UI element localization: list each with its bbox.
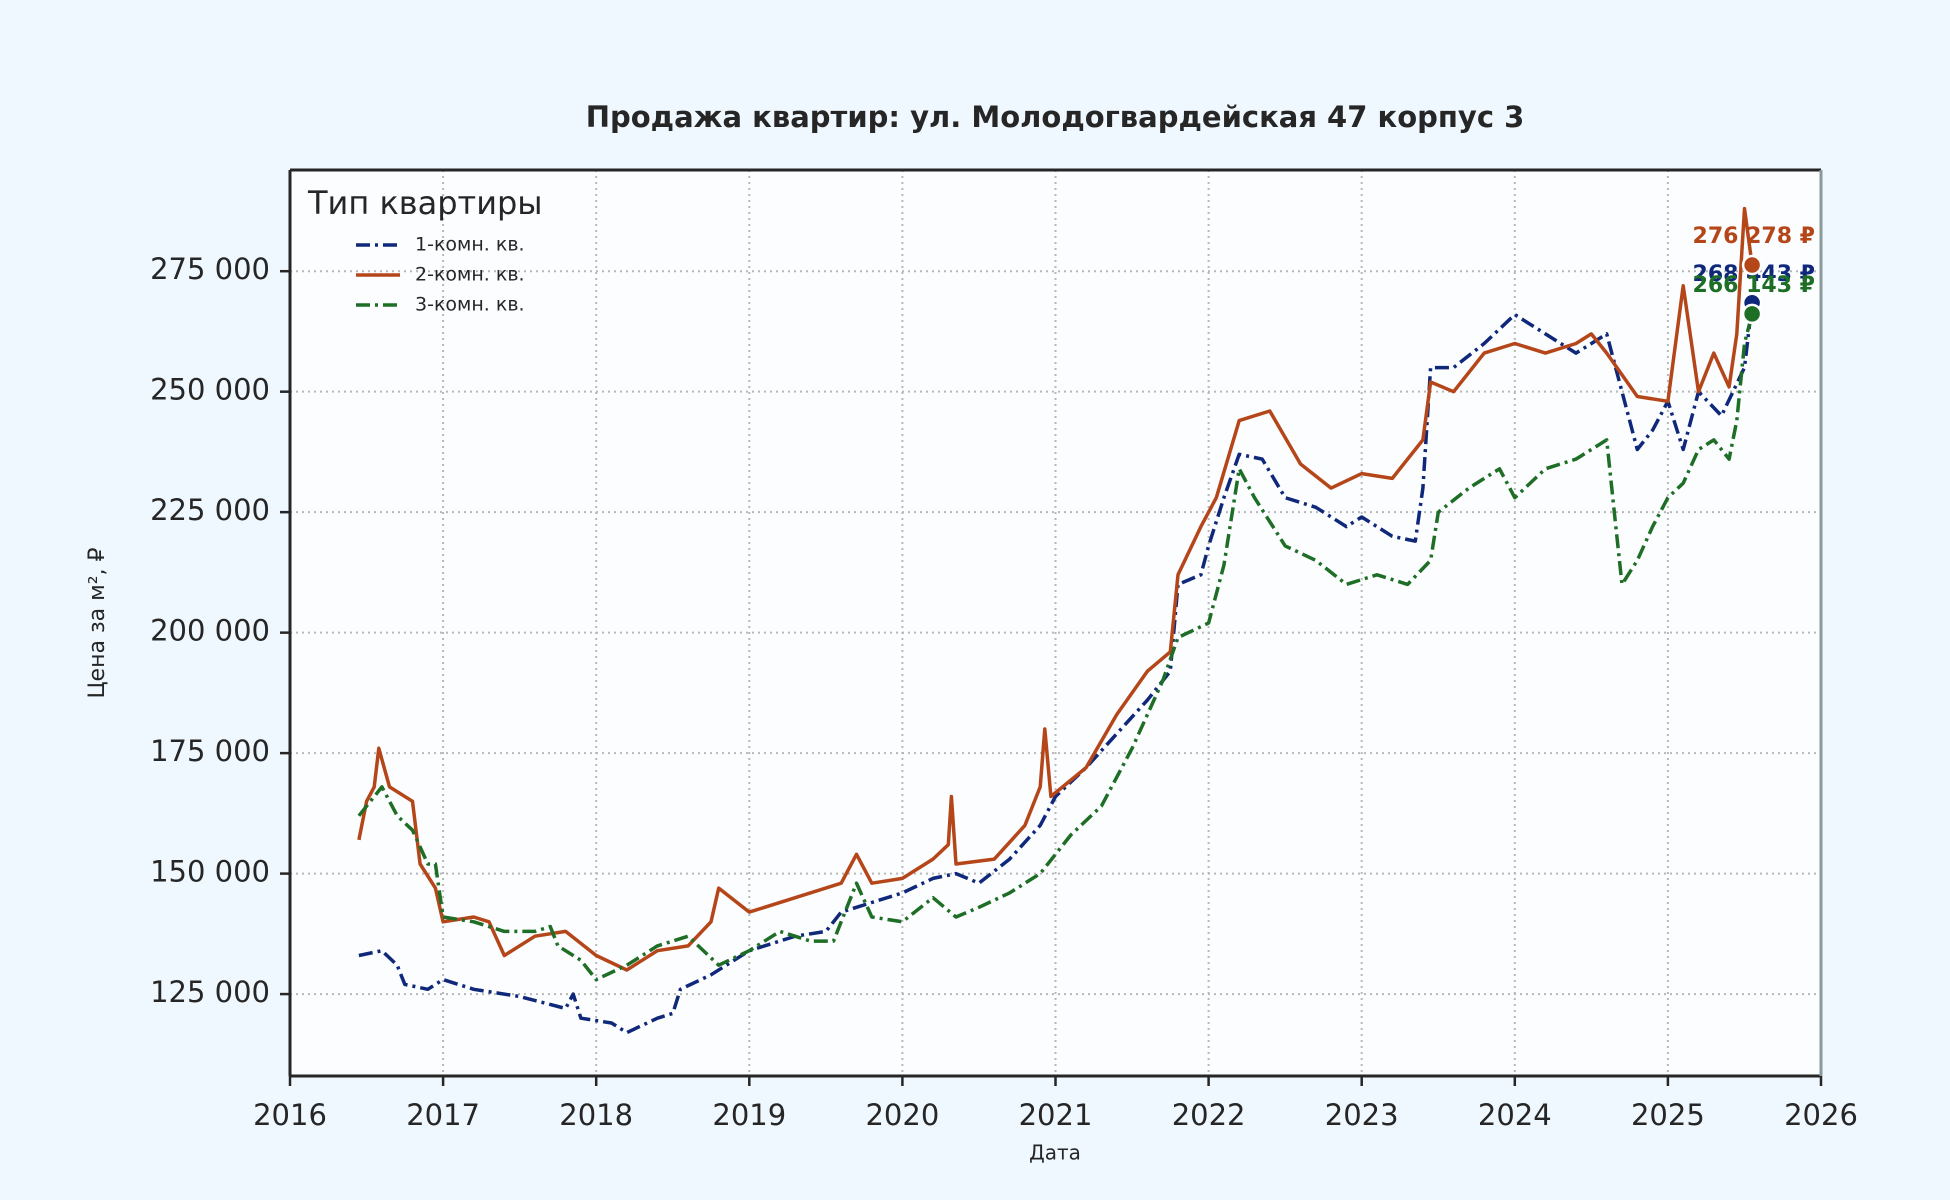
y-tick-label: 250 000 (150, 373, 270, 407)
series-line (358, 302, 1754, 1035)
lines (357, 206, 1754, 1035)
series-line (357, 313, 1754, 982)
series-line (357, 206, 1754, 972)
x-tick-label: 2023 (1325, 1098, 1399, 1132)
legend-label: 2-комн. кв. (415, 264, 525, 286)
y-tick-label: 175 000 (150, 734, 270, 768)
y-tick-label: 225 000 (150, 493, 270, 527)
chart-title: Продажа квартир: ул. Молодогвардейская 4… (586, 100, 1525, 134)
x-tick-label: 2022 (1172, 1098, 1246, 1132)
y-axis-label: Цена за м², ₽ (85, 547, 110, 698)
legend: Тип квартиры 1-комн. кв. 2-комн. кв. 3-ком… (307, 184, 543, 316)
x-tick-label: 2016 (253, 1098, 327, 1132)
end-marker (1741, 254, 1763, 276)
legend-label: 1-комн. кв. (415, 234, 525, 256)
x-tick-label: 2026 (1784, 1098, 1858, 1132)
y-tick-label: 200 000 (150, 614, 270, 648)
legend-title: Тип квартиры (307, 184, 543, 222)
y-tick-label: 275 000 (150, 252, 270, 286)
x-tick-label: 2017 (406, 1098, 480, 1132)
x-tick-label: 2019 (712, 1098, 786, 1132)
x-tick-label: 2024 (1478, 1098, 1552, 1132)
x-axis-label: Дата (1029, 1141, 1081, 1165)
end-marker (1741, 303, 1763, 325)
x-tick-label: 2021 (1019, 1098, 1093, 1132)
y-tick-label: 125 000 (150, 975, 270, 1009)
end-label: 266 143 ₽ (1693, 273, 1815, 298)
x-tick-label: 2018 (559, 1098, 633, 1132)
x-tick-label: 2025 (1631, 1098, 1705, 1132)
legend-label: 3-комн. кв. (415, 294, 525, 316)
y-tick-label: 150 000 (150, 855, 270, 889)
x-tick-label: 2020 (865, 1098, 939, 1132)
end-label: 276 278 ₽ (1693, 224, 1815, 249)
